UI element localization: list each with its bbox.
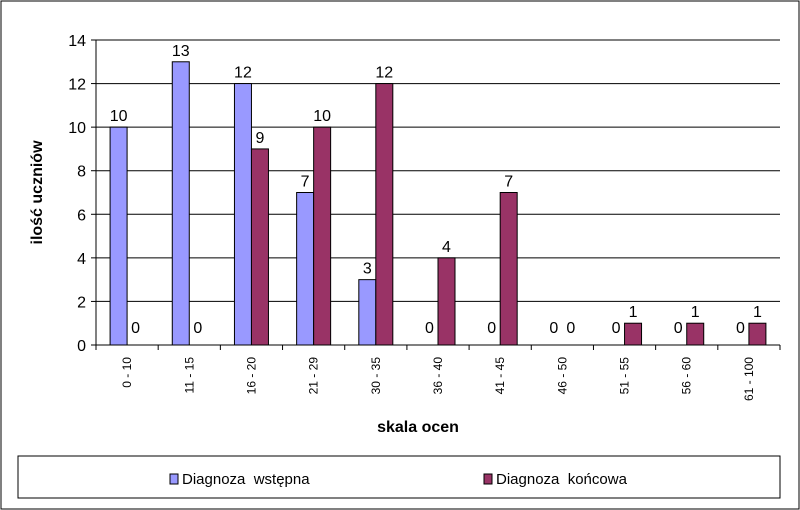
data-label: 9	[256, 130, 265, 147]
bar-wstepna	[296, 192, 315, 346]
data-label: 1	[753, 304, 762, 321]
bar-wstepna	[358, 279, 377, 346]
x-axis-title: skala ocen	[377, 419, 459, 436]
data-label: 0	[131, 320, 140, 337]
bar-koncowa	[748, 322, 767, 346]
bar-koncowa	[686, 322, 705, 346]
data-label: 10	[313, 108, 331, 125]
data-label: 4	[442, 239, 451, 256]
y-axis-title: ilość uczniów	[29, 140, 46, 245]
bar-wstepna	[233, 83, 252, 346]
x-tick-label: 41 - 45	[493, 357, 507, 395]
x-tick-label: 11 - 15	[182, 357, 196, 394]
data-label: 7	[301, 174, 310, 191]
data-label: 1	[691, 304, 700, 321]
x-tick-label: 16 - 20	[244, 357, 258, 395]
data-label: 0	[674, 320, 683, 337]
data-label: 0	[566, 320, 575, 337]
data-label: 0	[736, 320, 745, 337]
y-tick-label: 14	[68, 33, 86, 50]
y-tick-label: 0	[77, 338, 86, 355]
bar-wstepna	[171, 61, 190, 346]
data-label: 10	[110, 108, 128, 125]
data-label: 12	[234, 65, 252, 82]
data-label: 0	[425, 320, 434, 337]
bar-koncowa	[499, 192, 518, 346]
data-label: 12	[375, 65, 393, 82]
bar-wstepna	[109, 126, 128, 346]
data-label: 1	[629, 304, 638, 321]
data-label: 0	[487, 320, 496, 337]
legend-label: Diagnoza wstępna	[182, 471, 310, 488]
y-tick-label: 4	[77, 251, 86, 268]
x-tick-label: 56 - 60	[680, 357, 694, 395]
y-tick-label: 10	[68, 120, 86, 137]
y-tick-label: 8	[77, 164, 86, 181]
y-tick-label: 12	[68, 77, 86, 94]
legend-box	[17, 455, 781, 499]
x-tick-label: 36 - 40	[431, 357, 445, 395]
bar-koncowa	[250, 148, 269, 346]
data-label: 0	[193, 320, 202, 337]
x-tick-label: 0 - 10	[120, 357, 134, 388]
legend-swatch	[169, 473, 179, 485]
y-tick-label: 6	[77, 207, 86, 224]
x-tick-label: 46 - 50	[555, 357, 569, 395]
data-label: 7	[504, 174, 513, 191]
x-tick-label: 30 - 35	[369, 357, 383, 395]
bar-koncowa	[375, 83, 394, 346]
data-label: 0	[612, 320, 621, 337]
bar-koncowa	[624, 322, 643, 346]
bar-koncowa	[313, 126, 332, 346]
data-label: 13	[172, 43, 190, 60]
legend-swatch	[483, 473, 493, 485]
data-label: 0	[549, 320, 558, 337]
data-label: 3	[363, 261, 372, 278]
bar-koncowa	[437, 257, 456, 346]
x-tick-label: 61 - 100	[742, 357, 756, 401]
x-tick-label: 21 - 29	[307, 357, 321, 395]
x-tick-label: 51 - 55	[618, 357, 632, 395]
y-tick-label: 2	[77, 294, 86, 311]
legend-label: Diagnoza końcowa	[496, 471, 628, 488]
